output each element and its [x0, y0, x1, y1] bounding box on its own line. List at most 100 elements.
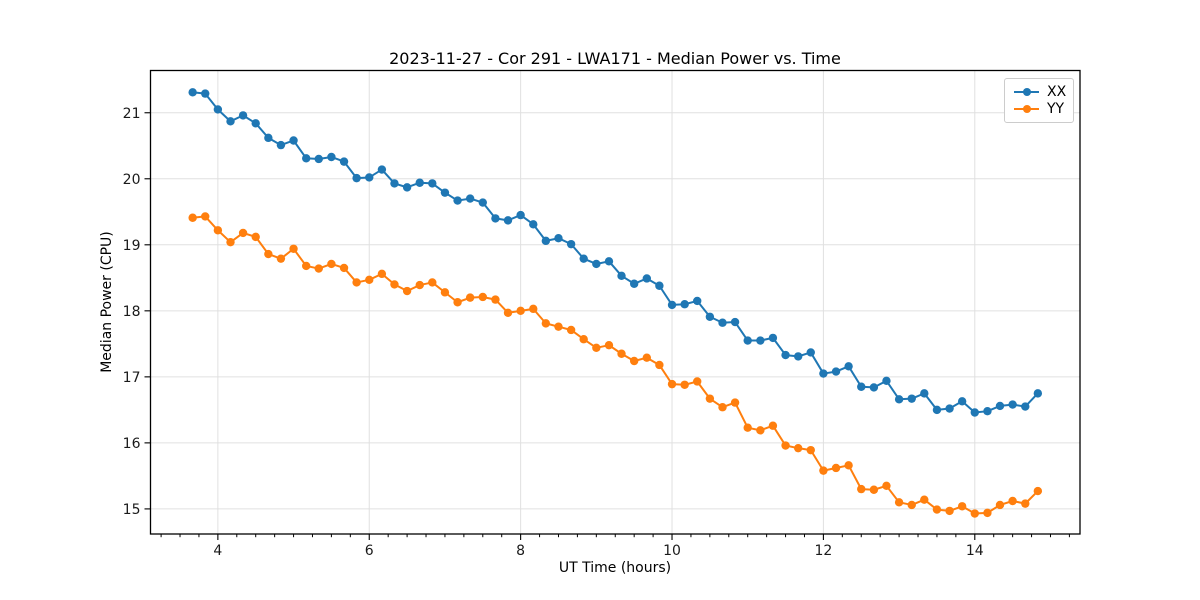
data-point	[302, 154, 311, 163]
data-point	[819, 369, 828, 378]
data-point	[857, 382, 866, 391]
y-tick-label: 19	[123, 238, 141, 254]
data-point	[894, 498, 904, 507]
data-point	[529, 220, 538, 229]
x-tick-label: 4	[213, 543, 222, 559]
data-point	[705, 394, 715, 403]
data-point	[554, 234, 563, 243]
data-point	[693, 377, 702, 386]
data-point	[655, 360, 664, 370]
data-point	[730, 317, 740, 327]
data-point	[238, 111, 248, 120]
data-point	[390, 179, 399, 188]
data-point	[592, 259, 601, 269]
data-point	[970, 408, 979, 417]
series-yy	[188, 212, 1043, 518]
data-point	[491, 214, 500, 223]
data-point	[276, 140, 286, 150]
y-axis-label: Median Power (CPU)	[99, 231, 115, 373]
x-axis-label: UT Time (hours)	[558, 560, 672, 576]
data-point	[213, 105, 223, 114]
data-point	[327, 152, 336, 162]
data-point	[554, 322, 563, 331]
data-point	[1021, 402, 1030, 411]
data-point	[264, 249, 273, 259]
data-point	[957, 397, 967, 406]
data-point	[667, 379, 677, 389]
x-minor-ticks	[160, 534, 1070, 538]
data-point	[541, 319, 551, 328]
x-tick-label: 8	[516, 543, 525, 559]
data-point	[503, 216, 513, 225]
data-point	[617, 271, 626, 281]
data-point	[390, 280, 399, 289]
data-point	[781, 350, 790, 360]
data-point	[592, 343, 601, 353]
data-point	[768, 421, 778, 430]
data-point	[995, 401, 1005, 411]
data-point	[516, 210, 525, 220]
data-point	[920, 495, 929, 504]
data-point	[579, 254, 588, 263]
data-point	[188, 88, 197, 97]
data-point	[415, 280, 424, 290]
y-tick-label: 15	[123, 502, 141, 518]
data-point	[882, 481, 891, 490]
data-point	[693, 296, 702, 306]
data-point	[1021, 499, 1030, 508]
data-point	[655, 281, 664, 290]
data-point	[465, 194, 475, 203]
data-point	[945, 404, 954, 413]
data-point	[920, 389, 929, 398]
data-point	[402, 183, 412, 192]
data-point	[983, 406, 992, 416]
y-axis-ticks: 15 16 17 18 19 20 21	[123, 106, 151, 518]
data-point	[680, 380, 689, 389]
data-point	[541, 236, 551, 246]
data-point	[667, 300, 677, 310]
data-point	[642, 353, 652, 362]
data-point	[629, 356, 639, 366]
data-point	[440, 188, 450, 197]
data-point	[503, 308, 513, 318]
data-point	[743, 336, 752, 345]
data-point	[604, 257, 614, 266]
data-point	[781, 441, 790, 450]
data-point	[302, 261, 311, 271]
data-point	[415, 178, 424, 187]
data-point	[201, 89, 210, 98]
data-point	[932, 405, 942, 415]
data-point	[352, 278, 361, 287]
data-point	[756, 426, 765, 435]
data-point	[831, 367, 841, 376]
data-point	[276, 254, 286, 263]
data-point	[453, 298, 462, 307]
data-point	[604, 340, 614, 350]
data-point	[339, 157, 349, 166]
data-point	[730, 398, 740, 407]
data-point	[642, 274, 652, 283]
data-point	[365, 173, 374, 182]
y-tick-label: 18	[123, 304, 141, 320]
y-tick-label: 16	[123, 436, 141, 452]
data-point	[516, 306, 525, 316]
data-point	[377, 165, 387, 174]
data-point	[844, 362, 853, 371]
data-point	[566, 239, 576, 249]
data-point	[339, 263, 349, 273]
data-point	[566, 325, 576, 335]
data-point	[465, 293, 475, 302]
legend-item-yy: YY	[1014, 102, 1064, 116]
y-tick-label: 21	[123, 106, 141, 122]
data-point	[705, 312, 715, 321]
data-point	[1008, 496, 1017, 506]
data-point	[440, 288, 450, 297]
data-point	[226, 117, 235, 126]
data-point	[1033, 389, 1043, 398]
data-point	[718, 403, 727, 412]
legend-label-xx: XX	[1047, 83, 1067, 100]
data-point	[251, 119, 260, 128]
data-point	[264, 133, 273, 143]
data-point	[365, 275, 374, 284]
